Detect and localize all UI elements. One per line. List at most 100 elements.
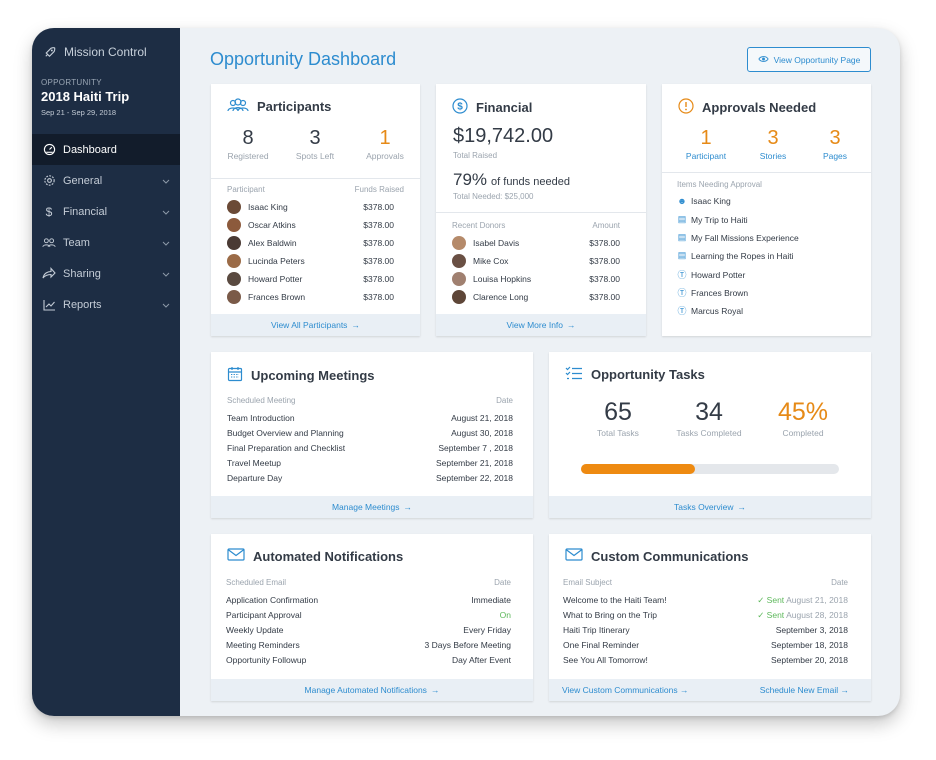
email-date: ✓ Sent August 21, 2018 <box>757 595 848 606</box>
table-row[interactable]: Team Introduction <box>227 413 295 423</box>
col-date: Date <box>494 578 511 587</box>
avatar <box>452 290 466 304</box>
footer-label: View More Info <box>506 320 564 330</box>
table-row[interactable]: One Final Reminder <box>563 640 639 650</box>
sidebar-item-label: Financial <box>63 205 108 218</box>
col-meeting: Scheduled Meeting <box>227 396 296 405</box>
donor-name: Louisa Hopkins <box>473 274 532 284</box>
table-row[interactable]: Mike Cox <box>452 254 508 268</box>
footer-label: Tasks Overview <box>673 502 734 512</box>
table-row[interactable]: Weekly Update <box>226 625 283 635</box>
meeting-name: Team Introduction <box>227 413 295 423</box>
stat-completed: 45% Completed <box>767 398 839 438</box>
sidebar-item-team[interactable]: Team <box>32 227 180 258</box>
col-subject: Email Subject <box>563 578 612 587</box>
table-row[interactable]: Final Preparation and Checklist <box>227 443 345 453</box>
table-row[interactable]: Howard Potter <box>227 272 302 286</box>
email-subject: What to Bring on the Trip <box>563 610 658 620</box>
table-row[interactable]: Alex Baldwin <box>227 236 297 250</box>
table-row[interactable]: What to Bring on the Trip <box>563 610 657 620</box>
percent-needed: 79% of funds needed <box>453 170 570 190</box>
table-row[interactable]: Oscar Atkins <box>227 218 296 232</box>
table-row[interactable]: Application Confirmation <box>226 595 318 605</box>
arrow-right-icon: → <box>351 320 360 330</box>
gauge-icon <box>42 143 56 157</box>
approval-item[interactable]: ▤ My Trip to Haiti <box>677 214 748 225</box>
divider <box>662 172 871 173</box>
calendar-icon <box>227 366 243 385</box>
sidebar-item-reports[interactable]: Reports <box>32 289 180 320</box>
sidebar-item-label: General <box>63 174 103 187</box>
approval-item[interactable]: ▤ Learning the Ropes in Haiti <box>677 250 794 261</box>
footer-label: View All Participants <box>271 320 348 330</box>
dollar-icon: Ⓣ <box>677 288 687 298</box>
table-row[interactable]: Isaac King <box>227 200 288 214</box>
email-date: Day After Event <box>451 655 511 665</box>
view-all-participants-link[interactable]: View All Participants → <box>211 314 420 336</box>
email-subject: Haiti Trip Itinerary <box>563 625 630 635</box>
tasks-progress-fill <box>581 464 695 474</box>
col-donors: Recent Donors <box>452 221 506 230</box>
email-subject: See You All Tomorrow! <box>563 655 648 665</box>
stat-label: Stories <box>759 151 787 161</box>
person-icon: ☻ <box>677 196 687 206</box>
avatar <box>227 254 241 268</box>
stat-registered: 8 Registered <box>213 127 283 161</box>
sidebar-item-general[interactable]: General <box>32 165 180 196</box>
funds-amount: $378.00 <box>363 292 394 302</box>
schedule-new-email-link[interactable]: Schedule New Email → <box>760 685 849 695</box>
email-name: Participant Approval <box>226 610 302 620</box>
table-row[interactable]: Travel Meetup <box>227 458 281 468</box>
chart-icon <box>42 298 56 312</box>
email-date: 3 Days Before Meeting <box>424 640 511 650</box>
col-amount: Amount <box>592 221 620 230</box>
stat-value: 34 <box>695 398 723 426</box>
approval-item[interactable]: Ⓣ Marcus Royal <box>677 304 742 317</box>
table-row[interactable]: Clarence Long <box>452 290 528 304</box>
approval-item[interactable]: Ⓣ Frances Brown <box>677 286 748 299</box>
approval-item[interactable]: Ⓣ Howard Potter <box>677 268 745 281</box>
approvals-card: Approvals Needed 1 Participant 3 Stories… <box>662 84 871 336</box>
approval-item[interactable]: ▤ My Fall Missions Experience <box>677 232 799 243</box>
view-more-info-link[interactable]: View More Info → <box>436 314 646 336</box>
sidebar-item-financial[interactable]: $ Financial <box>32 196 180 227</box>
sidebar-item-label: Team <box>63 236 90 249</box>
table-row[interactable]: Haiti Trip Itinerary <box>563 625 630 635</box>
checklist-icon <box>565 366 583 383</box>
view-opportunity-button[interactable]: View Opportunity Page <box>747 47 871 72</box>
opportunity-summary: OPPORTUNITY 2018 Haiti Trip Sep 21 - Sep… <box>32 76 180 134</box>
approval-item[interactable]: ☻ Isaac King <box>677 196 730 206</box>
stat-value: 45% <box>777 398 829 426</box>
manage-meetings-link[interactable]: Manage Meetings → <box>211 496 533 518</box>
table-row[interactable]: Welcome to the Haiti Team! <box>563 595 667 605</box>
table-row[interactable]: Frances Brown <box>227 290 305 304</box>
dollar-icon: Ⓣ <box>677 270 687 280</box>
table-row[interactable]: Louisa Hopkins <box>452 272 531 286</box>
table-row[interactable]: Meeting Reminders <box>226 640 300 650</box>
sidebar-item-sharing[interactable]: Sharing <box>32 258 180 289</box>
tasks-overview-link[interactable]: Tasks Overview → <box>549 496 871 518</box>
table-row[interactable]: Lucinda Peters <box>227 254 305 268</box>
table-row[interactable]: Participant Approval <box>226 610 302 620</box>
table-row[interactable]: See You All Tomorrow! <box>563 655 648 665</box>
table-row[interactable]: Isabel Davis <box>452 236 519 250</box>
donor-name: Clarence Long <box>473 292 529 302</box>
email-name: Opportunity Followup <box>226 655 307 665</box>
stat-stories: 3 Stories <box>738 127 808 161</box>
donor-name: Isabel Davis <box>473 238 520 248</box>
stat-tasks-completed: 34 Tasks Completed <box>664 398 754 438</box>
opportunity-dates: Sep 21 - Sep 29, 2018 <box>41 108 117 117</box>
percent-value: 79% <box>453 170 488 189</box>
manage-notifications-link[interactable]: Manage Automated Notifications → <box>211 679 533 701</box>
table-row[interactable]: Departure Day <box>227 473 282 483</box>
view-communications-link[interactable]: View Custom Communications → <box>562 685 688 695</box>
sidebar-item-dashboard[interactable]: Dashboard <box>32 134 180 165</box>
tasks-progress-bar <box>581 464 839 474</box>
table-row[interactable]: Budget Overview and Planning <box>227 428 344 438</box>
total-raised-label: Total Raised <box>453 151 498 160</box>
table-row[interactable]: Opportunity Followup <box>226 655 306 665</box>
avatar <box>227 272 241 286</box>
email-date: September 18, 2018 <box>770 640 848 650</box>
email-date: ✓ Sent August 28, 2018 <box>757 610 848 621</box>
brand[interactable]: Mission Control <box>32 28 180 76</box>
